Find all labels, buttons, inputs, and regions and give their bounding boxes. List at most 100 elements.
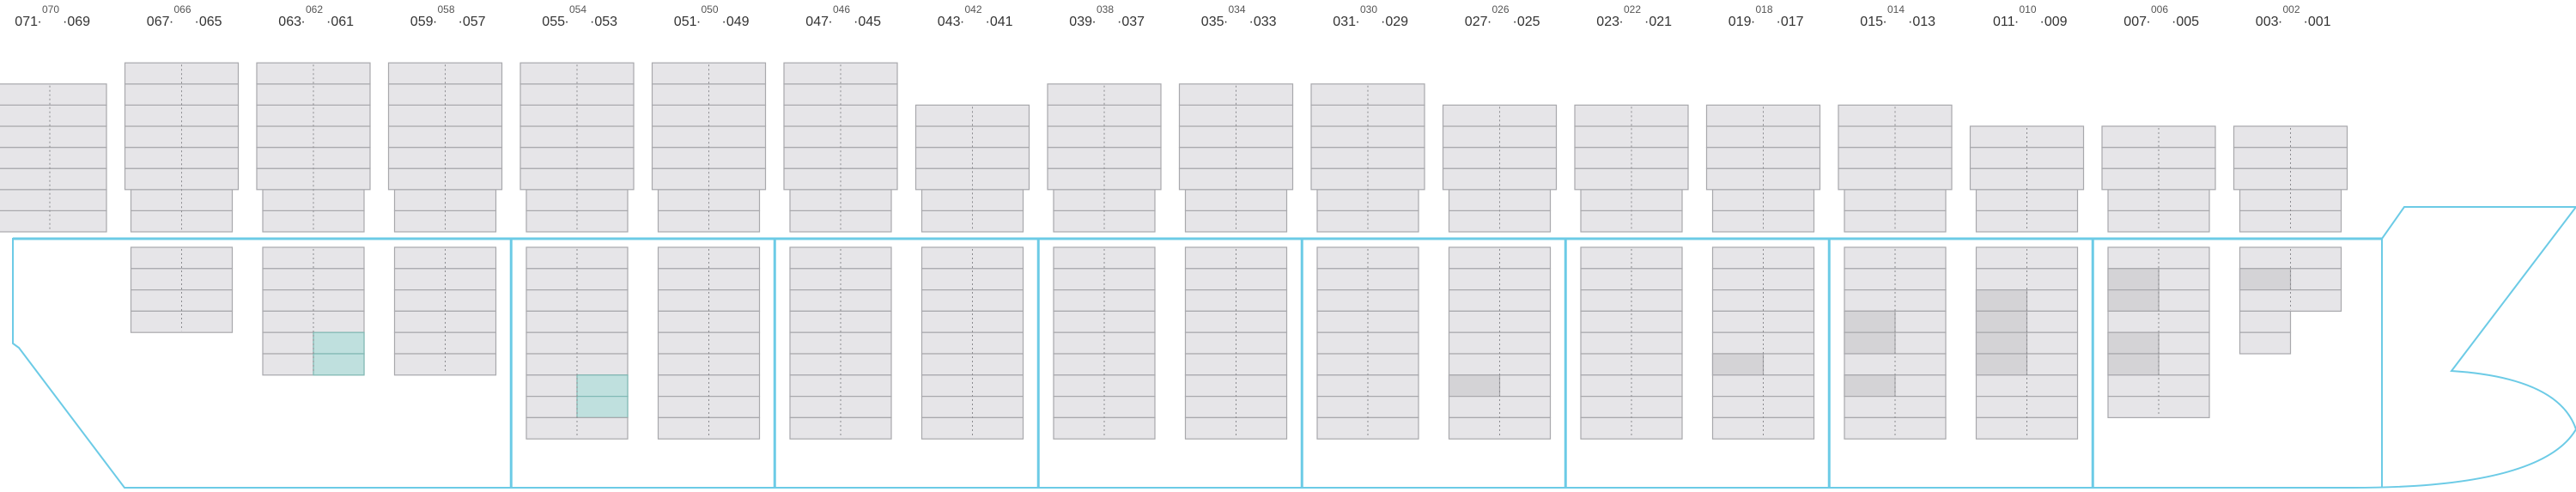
hold-slot[interactable] [1711,310,1815,333]
occupied-slot[interactable] [2107,353,2160,376]
bay-label-left: 019 [1728,15,1752,29]
occupied-slot[interactable] [1844,331,1896,355]
bay-label: 063·062·061 [278,3,354,29]
bay-label: 051·050 ·049 [674,3,750,29]
bay-label-right: ·033 [1249,15,1277,29]
occupied-slot[interactable] [1711,353,1765,376]
hold-slot[interactable] [393,331,497,355]
bay-label-mid: 066 [173,3,191,15]
bay-label: 027·026 ·025 [1465,3,1540,29]
hold-slot[interactable] [2239,310,2292,333]
deck-stack [519,62,635,233]
occupied-slot[interactable] [2107,289,2160,313]
occupied-slot[interactable] [1975,353,2028,376]
deck-stack [0,83,107,233]
deck-slot[interactable] [0,125,107,149]
deck-slot[interactable] [1047,104,1162,127]
bay-label-left: 003 [2256,15,2279,29]
occupied-slot[interactable] [1844,374,1896,398]
bay-label-dot: · [2278,15,2282,29]
bay-label-left: 063 [278,15,301,29]
deck-slot[interactable] [256,62,371,85]
bay-label: 011·010 ·009 [1993,3,2068,29]
bay-label: 023·022·021 [1596,3,1672,29]
bay-label: 015·014·013 [1860,3,1935,29]
deck-stack [1310,83,1425,233]
hold-stack [526,246,629,440]
bay-label-right: ·017 [1777,15,1804,29]
deck-slot[interactable] [1574,104,1689,127]
deck-slot[interactable] [0,189,107,212]
bay-label-right: ·001 [2304,15,2331,29]
hold-stack [1448,246,1552,440]
deck-stack [1838,104,1953,233]
bay-label-left: 067 [147,15,170,29]
bay-label-dot: · [696,15,701,29]
bay-label-left: 031 [1333,15,1356,29]
bay-label: 071·070 ·069 [15,3,90,29]
bay-label-left: 015 [1860,15,1883,29]
hold-slot[interactable] [1184,416,1288,440]
hull-outline [12,206,2576,489]
bay-label-right: ·005 [2172,15,2199,29]
bay-label-right: ·013 [1908,15,1935,29]
bay-label-right: ·053 [590,15,617,29]
deck-stack [1705,104,1821,233]
hold-stack [130,246,234,333]
bay-label: 059·058 ·057 [410,3,486,29]
bay-label-mid: 026 [1492,3,1509,15]
hold-slot[interactable] [2239,331,2292,355]
bay-label-dot: · [169,15,173,29]
deck-stack [1047,83,1162,233]
bay-label-mid: 034 [1228,3,1245,15]
bay-label-left: 055 [542,15,565,29]
occupied-slot[interactable] [1975,310,2028,333]
hold-slot[interactable] [1975,416,2079,440]
bay-label-dot: · [1224,15,1228,29]
bay-label-left: 035 [1201,15,1224,29]
occupied-slot[interactable] [576,374,629,398]
occupied-slot[interactable] [576,396,629,419]
bay-label-right: ·025 [1513,15,1540,29]
bay-label-mid: 046 [833,3,850,15]
deck-slot[interactable] [1184,210,1288,233]
hold-slot[interactable] [1316,246,1419,270]
hold-stack [1844,246,1947,440]
deck-slot[interactable] [0,147,107,169]
bay-label-dot: · [301,15,305,29]
bay-label-mid: 018 [1755,3,1772,15]
deck-stack [651,62,767,233]
deck-stack [1442,104,1558,233]
deck-stack [256,62,371,233]
deck-slot[interactable] [0,167,107,191]
deck-slot[interactable] [0,83,107,106]
bay-label-mid: 038 [1097,3,1114,15]
bay-label-left: 007 [2123,15,2147,29]
occupied-slot[interactable] [1448,374,1501,398]
occupied-slot[interactable] [1975,331,2028,355]
deck-stack [1574,104,1689,233]
hold-stack [1711,246,1815,440]
deck-stack [1969,125,2085,233]
deck-slot[interactable] [914,104,1030,127]
bay-label-right: ·037 [1117,15,1145,29]
bay-label-mid: 006 [2151,3,2168,15]
bay-label-dot: · [433,15,437,29]
hold-stack [393,246,497,376]
bay-label-right: ·065 [195,15,222,29]
occupied-slot[interactable] [1975,289,2028,313]
deck-stack [124,62,240,233]
hold-slot[interactable] [1580,310,1683,333]
occupied-slot[interactable] [313,353,365,376]
deck-slot[interactable] [1442,104,1558,127]
deck-slot[interactable] [0,104,107,127]
deck-slot[interactable] [0,210,107,233]
occupied-slot[interactable] [2239,268,2292,291]
hold-slot[interactable] [2107,246,2210,270]
occupied-slot[interactable] [313,331,365,355]
occupied-slot[interactable] [2107,331,2160,355]
deck-slot[interactable] [2101,125,2216,149]
occupied-slot[interactable] [2107,268,2160,291]
bay-label: 019·018 ·017 [1728,3,1804,29]
occupied-slot[interactable] [1844,310,1896,333]
